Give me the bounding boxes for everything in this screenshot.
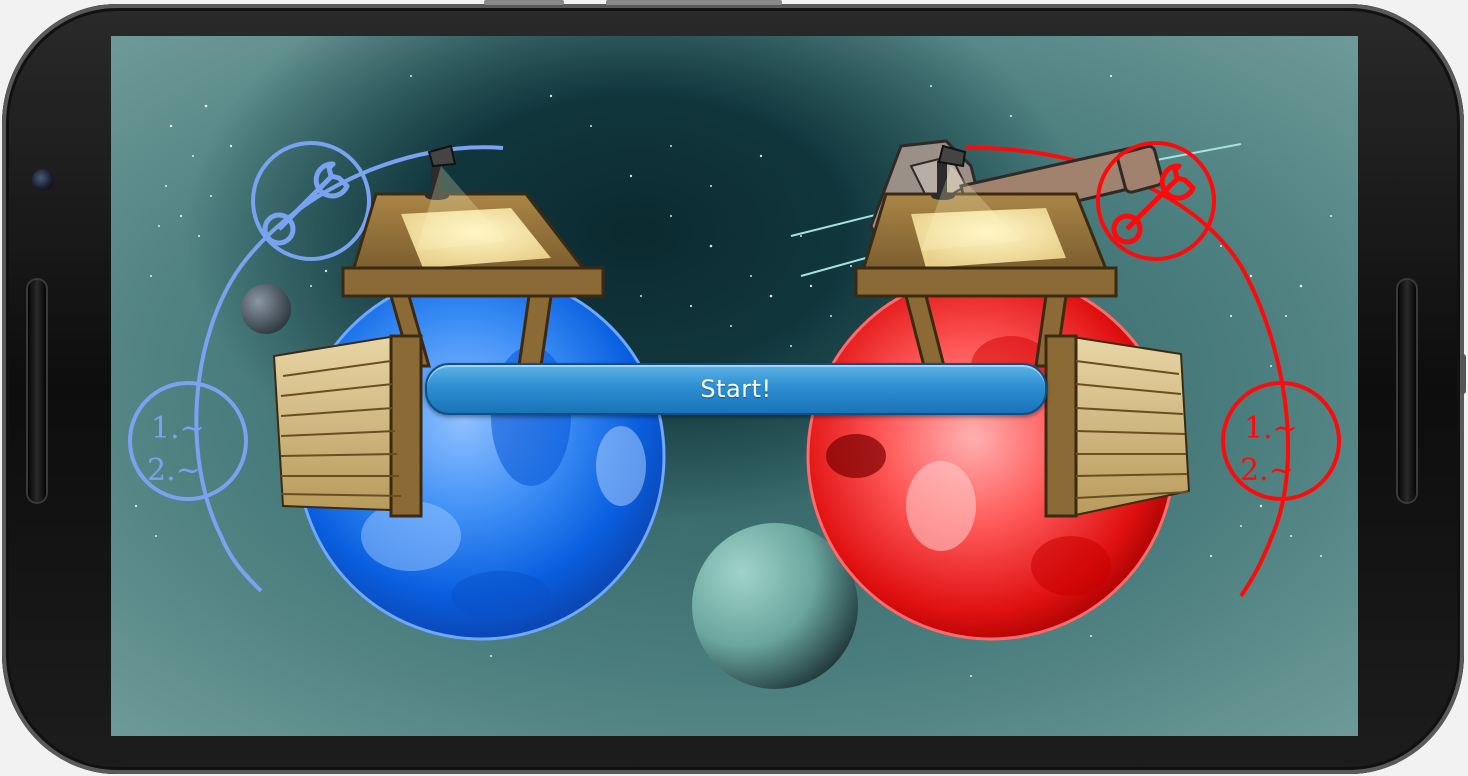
blue-list-line-2: 2.~ bbox=[147, 453, 201, 488]
blue-papers-stack bbox=[272, 334, 423, 518]
volume-button bbox=[484, 0, 564, 5]
red-list-line-1: 1.~ bbox=[1244, 411, 1298, 446]
blue-wrench-button[interactable] bbox=[251, 141, 371, 261]
red-wrench-button[interactable] bbox=[1096, 141, 1216, 261]
blue-list-button[interactable]: 1.~ 2.~ bbox=[128, 381, 248, 501]
list-icon: 1.~ 2.~ bbox=[1240, 411, 1298, 488]
wrench-icon bbox=[262, 161, 350, 246]
game-screen: 1.~ 2.~ bbox=[111, 36, 1358, 736]
list-icon: 1.~ 2.~ bbox=[147, 411, 205, 488]
red-papers-stack bbox=[1044, 334, 1191, 518]
side-button bbox=[1460, 354, 1466, 394]
small-moon bbox=[241, 284, 291, 334]
left-speaker bbox=[28, 280, 46, 502]
desk-lamp-icon bbox=[416, 144, 506, 251]
power-button bbox=[606, 0, 782, 5]
front-camera bbox=[32, 169, 54, 191]
red-list-line-2: 2.~ bbox=[1240, 453, 1294, 488]
start-button[interactable]: Start! bbox=[425, 363, 1047, 415]
starfield bbox=[134, 74, 1332, 677]
wrench-icon bbox=[1111, 163, 1196, 245]
teal-planet bbox=[692, 523, 858, 689]
blue-orbit-path bbox=[194, 145, 504, 593]
red-list-button[interactable]: 1.~ 2.~ bbox=[1221, 381, 1341, 501]
right-speaker bbox=[1398, 280, 1416, 502]
desk-lamp-icon bbox=[921, 144, 1021, 251]
blue-desk bbox=[272, 144, 607, 518]
blue-list-line-1: 1.~ bbox=[151, 411, 205, 446]
red-desk bbox=[853, 144, 1191, 518]
